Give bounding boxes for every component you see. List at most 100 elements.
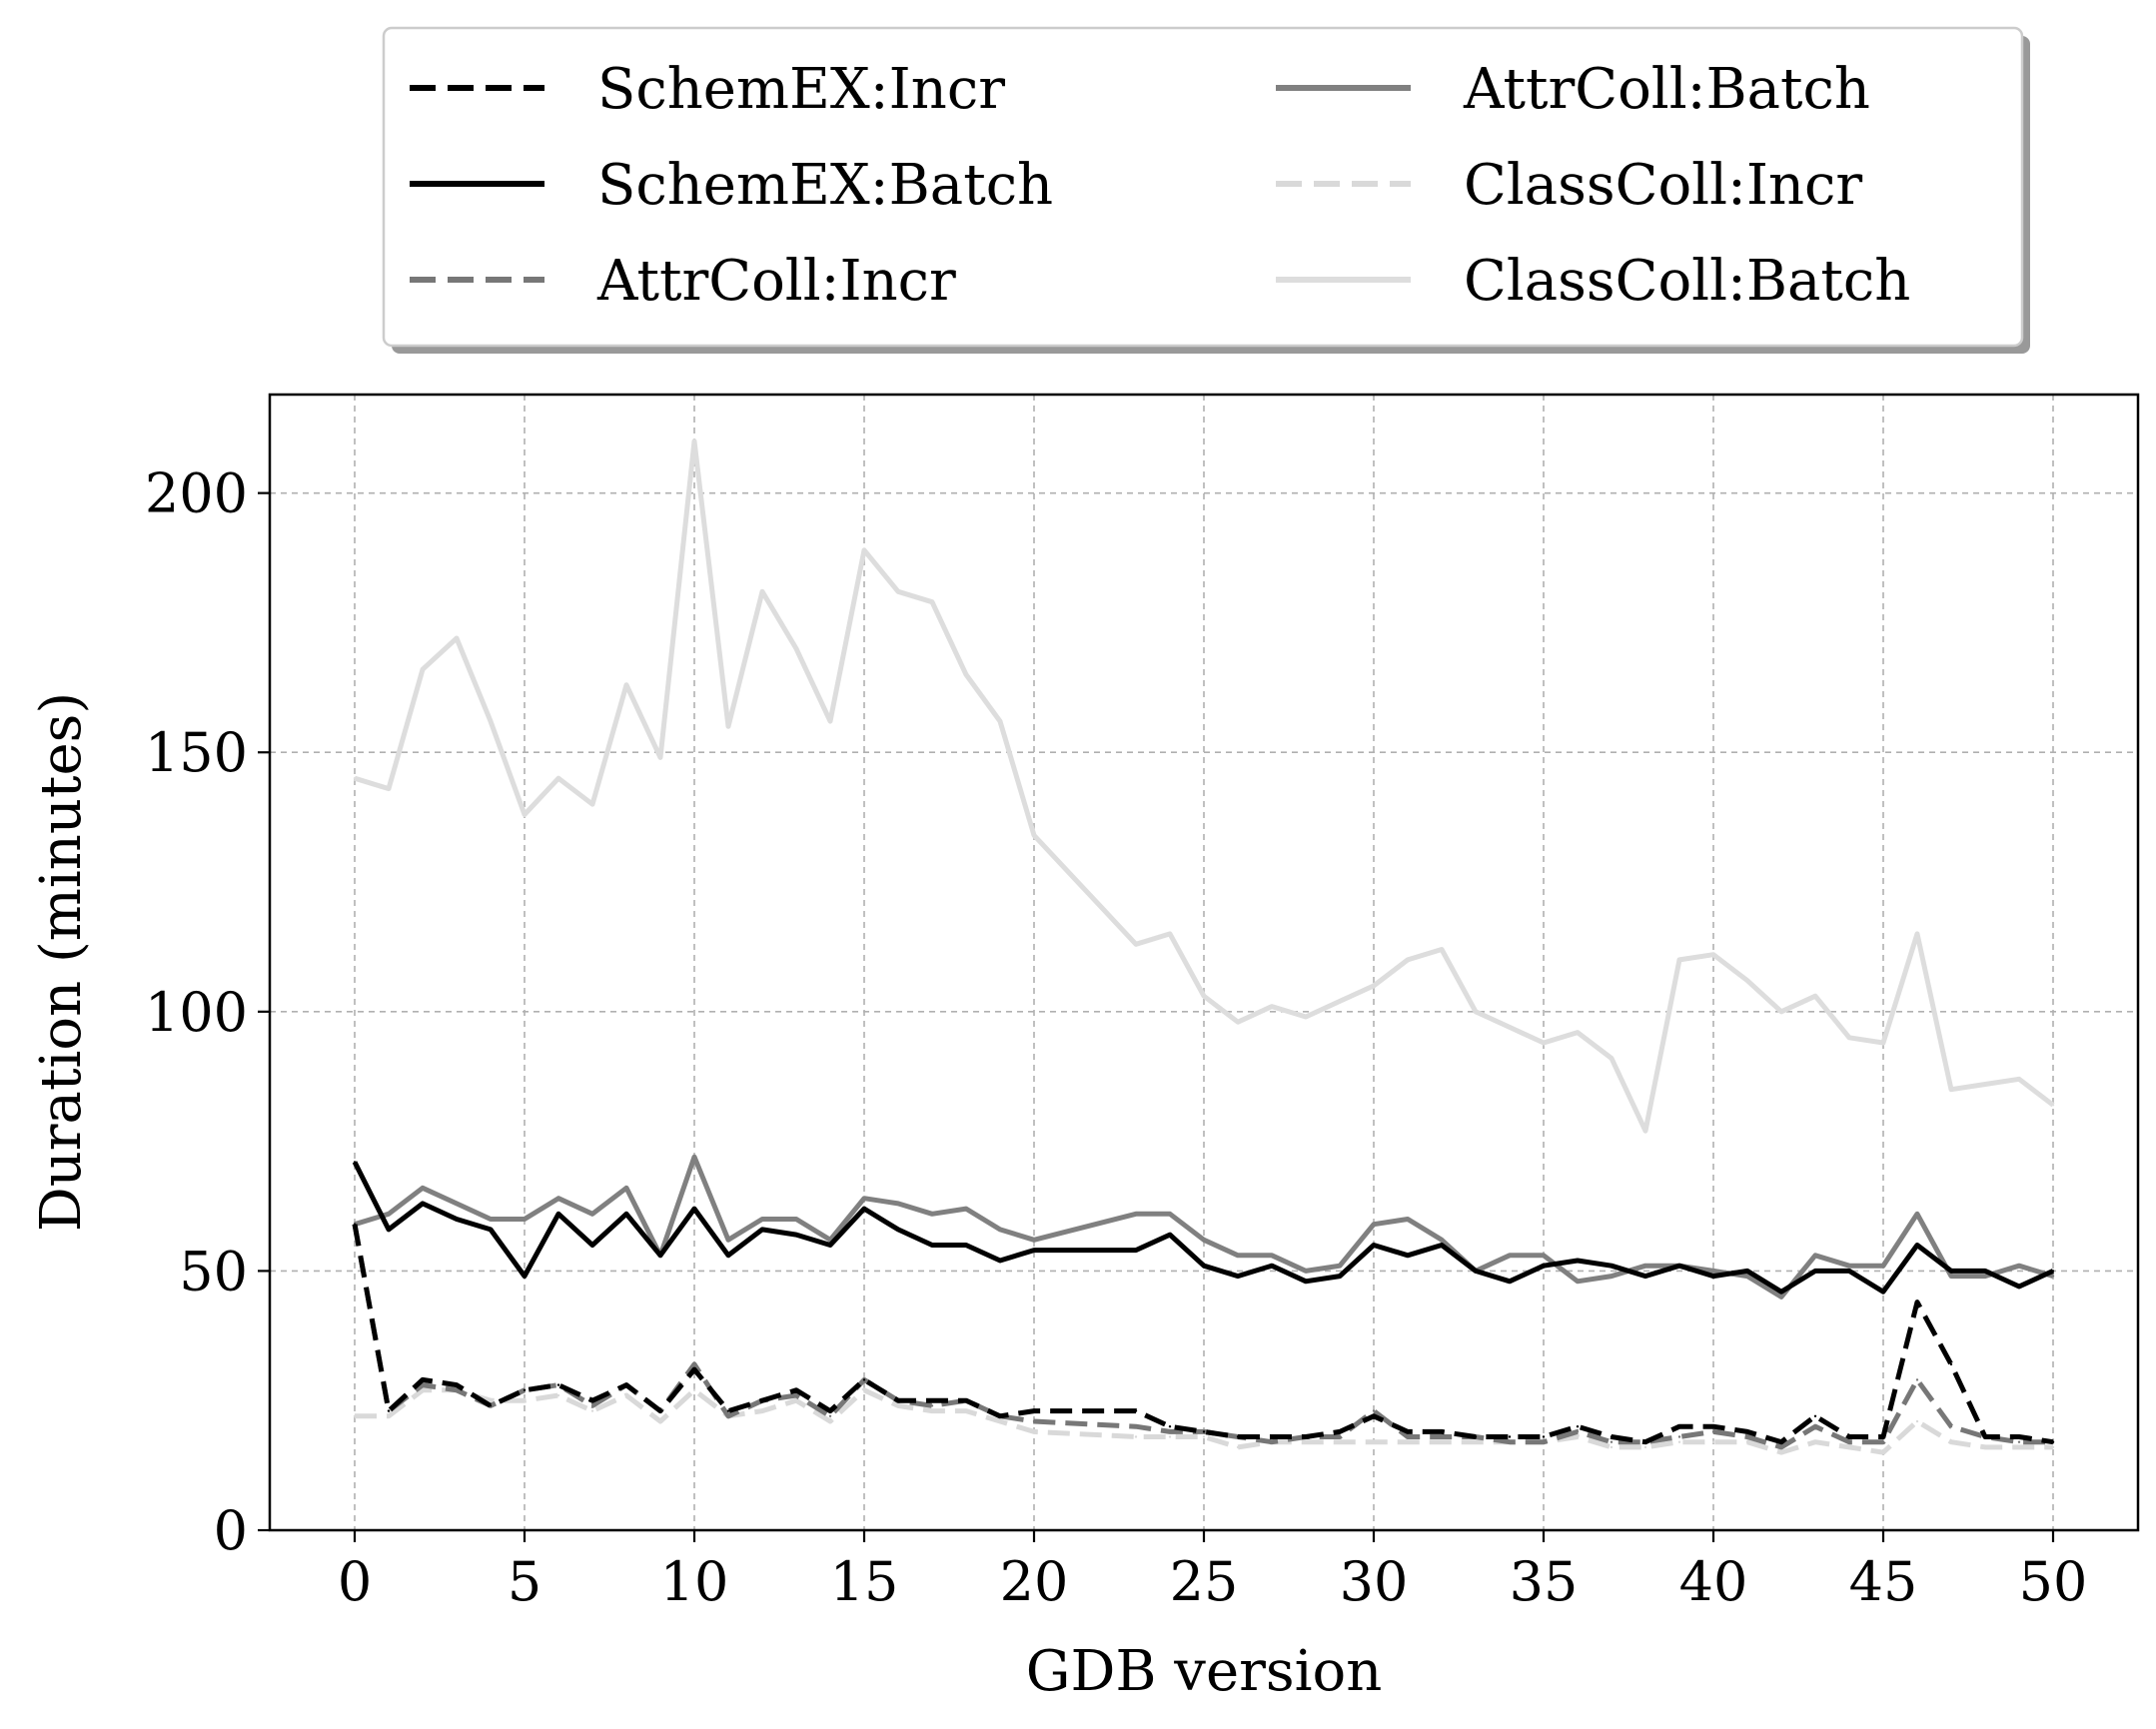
data-point	[1474, 1270, 1478, 1273]
data-point	[1304, 1435, 1308, 1438]
data-point	[590, 1399, 594, 1402]
data-point	[556, 1213, 560, 1216]
data-point	[862, 548, 866, 551]
data-point	[1508, 1435, 1512, 1438]
data-point	[590, 1213, 594, 1216]
data-point	[421, 1187, 425, 1190]
data-point	[1745, 1270, 1749, 1273]
data-point	[1610, 1265, 1614, 1268]
data-point	[1915, 932, 1919, 936]
data-point	[1813, 1425, 1817, 1428]
x-axis: 0 5 10 15 20 25 30 35 40 45 50	[338, 1530, 2087, 1613]
data-point	[1406, 1430, 1410, 1433]
data-point	[1440, 1244, 1444, 1247]
data-point	[1338, 1265, 1342, 1268]
data-point	[556, 1197, 560, 1200]
data-point	[1949, 1425, 1953, 1428]
data-point	[1270, 1435, 1274, 1438]
data-point	[1304, 1270, 1308, 1273]
data-point	[1915, 1244, 1919, 1247]
data-point	[1542, 1265, 1546, 1268]
data-point	[387, 787, 391, 790]
data-point	[998, 1259, 1002, 1263]
data-point	[726, 1254, 730, 1258]
data-point	[1406, 1254, 1410, 1258]
data-point	[1372, 984, 1376, 988]
data-point	[1643, 1445, 1647, 1449]
legend-box	[382, 26, 2024, 348]
data-point	[1711, 953, 1715, 956]
data-point	[896, 1404, 900, 1407]
data-point	[1711, 1430, 1715, 1433]
x-tick-label: 10	[660, 1550, 729, 1613]
data-point	[1236, 1275, 1240, 1278]
data-point	[1576, 1430, 1580, 1433]
data-point	[1304, 1015, 1308, 1019]
data-point	[1643, 1130, 1647, 1133]
data-point	[1134, 1425, 1138, 1428]
x-tick-label: 5	[508, 1550, 541, 1613]
legend-item: SchemEX:Batch	[410, 153, 1053, 218]
data-point	[556, 1383, 560, 1386]
data-point	[1542, 1440, 1546, 1443]
y-tick-label: 50	[179, 1240, 248, 1302]
legend-label: ClassColl:Incr	[1464, 153, 1862, 218]
x-tick-label: 45	[1849, 1550, 1918, 1613]
data-point	[1813, 1254, 1817, 1258]
data-point	[1847, 1440, 1851, 1443]
data-point	[1847, 1445, 1851, 1449]
data-point	[1745, 1430, 1749, 1433]
data-point	[692, 1367, 696, 1371]
data-point	[1236, 1445, 1240, 1449]
series-schemex-batch	[352, 1161, 2055, 1295]
data-point	[1576, 1425, 1580, 1428]
data-point	[1881, 1450, 1885, 1454]
data-point	[624, 1213, 628, 1216]
data-point	[1813, 1270, 1817, 1273]
data-point	[1338, 1000, 1342, 1003]
data-point	[896, 1202, 900, 1206]
data-point	[896, 590, 900, 593]
data-point	[1915, 1300, 1919, 1303]
data-point	[828, 719, 832, 723]
data-point	[726, 1409, 730, 1412]
data-point	[930, 600, 934, 603]
data-point	[1508, 1440, 1512, 1443]
data-point	[1915, 1378, 1919, 1381]
data-point	[1881, 1291, 1885, 1294]
legend-item: ClassColl:Incr	[1276, 153, 1862, 218]
data-point	[2017, 1445, 2021, 1449]
data-point	[1983, 1435, 1987, 1438]
data-point	[2051, 1270, 2055, 1273]
data-point	[998, 1228, 1002, 1232]
x-tick-label: 20	[1000, 1550, 1069, 1613]
legend-label: SchemEX:Incr	[597, 57, 1005, 122]
data-point	[1032, 1419, 1036, 1423]
data-point	[1372, 1223, 1376, 1226]
data-point	[1677, 1425, 1681, 1428]
data-point	[760, 1218, 764, 1221]
legend: SchemEX:Incr SchemEX:Batch AttrColl:Incr At…	[382, 26, 2030, 354]
data-point	[658, 1409, 662, 1412]
data-point	[455, 1383, 459, 1386]
data-point	[1270, 1254, 1274, 1258]
data-point	[1983, 1083, 1987, 1086]
data-point	[794, 1393, 798, 1397]
data-point	[1576, 1259, 1580, 1263]
legend-item: ClassColl:Batch	[1276, 249, 1910, 314]
data-point	[828, 1244, 832, 1247]
data-point	[1134, 1409, 1138, 1412]
data-point	[794, 1233, 798, 1237]
data-point	[760, 1228, 764, 1232]
data-point	[1134, 1249, 1138, 1252]
data-point	[353, 777, 357, 780]
data-point	[692, 1362, 696, 1366]
data-point	[1576, 1280, 1580, 1284]
data-point	[726, 1414, 730, 1418]
y-tick-label: 0	[214, 1499, 248, 1562]
data-point	[1474, 1010, 1478, 1013]
data-point	[1915, 1419, 1919, 1423]
data-point	[760, 590, 764, 593]
data-point	[964, 1207, 968, 1211]
